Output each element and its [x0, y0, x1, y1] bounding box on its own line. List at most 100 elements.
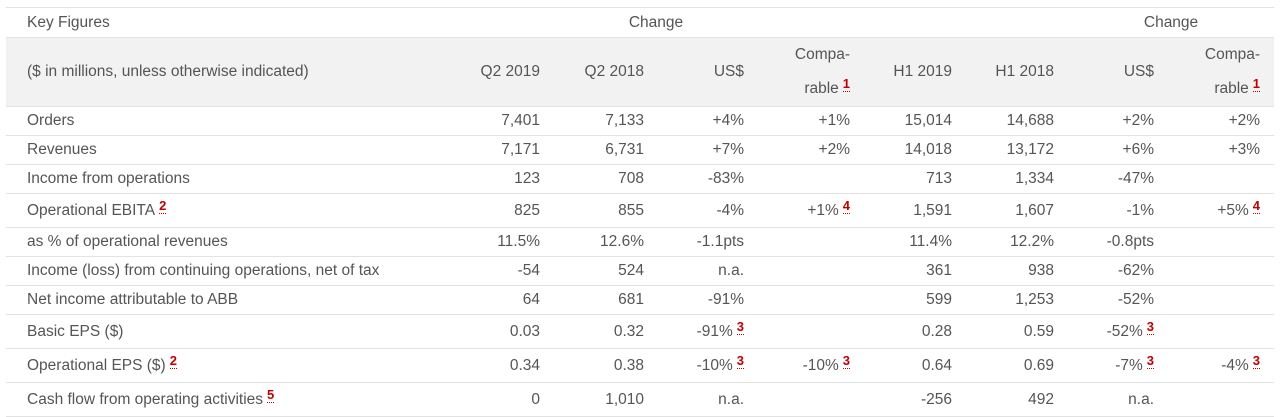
cell-h1-usd-change: +6% [1068, 135, 1169, 165]
footnote-link[interactable]: 2 [169, 352, 177, 369]
col-header-q2-2018: Q2 2018 [554, 37, 658, 107]
cell-value: n.a. [718, 262, 745, 279]
cell-value: +3% [1228, 141, 1261, 158]
cell-q2-usd-change: -1.1pts [658, 227, 759, 257]
cell-value: 681 [618, 291, 644, 308]
cell-q2-comparable: +1% [758, 106, 865, 136]
row-label: Operational EPS ($) 2 [6, 348, 452, 383]
cell-value: -1% [1126, 201, 1155, 219]
cell-q2-2018: 681 [554, 285, 658, 315]
cell-h1-2018: 938 [966, 256, 1069, 286]
cell-value: 123 [514, 170, 540, 187]
table-title-row: Key Figures Change Change [6, 7, 1275, 38]
cell-h1-usd-change: n.a. [1068, 382, 1169, 417]
table-subtitle: ($ in millions, unless otherwise indicat… [6, 37, 452, 107]
cell-value: 7,171 [501, 141, 540, 158]
cell-value: 361 [926, 262, 953, 279]
cell-value: 1,607 [1015, 201, 1055, 219]
table-row: Operational EPS ($) 2 0.34 0.38 -10% 3 -10% 3 0.… [6, 348, 1275, 383]
cell-q2-usd-change: n.a. [658, 382, 759, 417]
cell-h1-usd-change: -52% [1068, 285, 1169, 315]
cell-q2-2019: 0.03 [452, 314, 554, 349]
cell-h1-2018: 14,688 [966, 106, 1069, 136]
footnote-link[interactable]: 3 [736, 352, 745, 369]
cell-value: 708 [618, 170, 644, 187]
row-label-text: Net income attributable to ABB [27, 291, 239, 308]
footnote-link[interactable]: 3 [1252, 352, 1261, 369]
cell-value: -10% [802, 356, 839, 374]
col-header-h1-usd: US$ [1068, 37, 1169, 107]
cell-h1-2018: 1,253 [966, 285, 1069, 315]
cell-value: -256 [920, 390, 953, 408]
cell-h1-2019: 1,591 [864, 193, 967, 228]
cell-h1-2019: 0.64 [864, 348, 967, 383]
row-label-text: Orders [27, 112, 75, 129]
footnote-link[interactable]: 3 [1146, 352, 1155, 369]
cell-q2-2019: 11.5% [452, 227, 554, 257]
col-header-q2-2019: Q2 2019 [452, 37, 554, 107]
cell-value: +6% [1122, 141, 1155, 158]
cell-value: +7% [712, 141, 745, 158]
row-label-text: Operational EPS ($) [27, 356, 166, 374]
footnote-link[interactable]: 3 [736, 318, 745, 335]
cell-q2-2019: 0.34 [452, 348, 554, 383]
row-label-text: Income from operations [27, 170, 190, 187]
cell-q2-comparable [758, 314, 865, 349]
table-row: Cash flow from operating activities 5 0 1,0… [6, 382, 1275, 417]
cell-q2-2019: 7,171 [452, 135, 554, 165]
cell-value: -52% [1117, 291, 1155, 308]
cell-h1-comparable [1168, 382, 1275, 417]
table-row: Net income attributable to ABB 64 681 -91% 5… [6, 285, 1275, 315]
cell-q2-usd-change: n.a. [658, 256, 759, 286]
footnote-link[interactable]: 3 [842, 352, 851, 369]
footnote-link[interactable]: 3 [1146, 318, 1155, 335]
row-label-text: Cash flow from operating activities [27, 390, 264, 408]
cell-h1-2019: 0.28 [864, 314, 967, 349]
cell-value: 6,731 [605, 141, 644, 158]
cell-value: -4% [716, 201, 745, 219]
cell-q2-usd-change: -91% [658, 285, 759, 315]
cell-q2-2018: 1,010 [554, 382, 658, 417]
footnote-link[interactable]: 4 [842, 197, 851, 214]
footnote-link[interactable]: 5 [267, 386, 275, 403]
cell-value: 492 [1028, 390, 1055, 408]
table-row: Basic EPS ($) 0.03 0.32 -91% 3 0.28 0.59 -52% 3 [6, 314, 1275, 349]
cell-value: 938 [1028, 262, 1055, 279]
cell-value: +2% [818, 141, 851, 158]
footnote-link[interactable]: 2 [159, 197, 167, 214]
footnote-link[interactable]: 1 [1252, 76, 1261, 92]
cell-q2-usd-change: -4% [658, 193, 759, 228]
cell-h1-2019: 599 [864, 285, 967, 315]
cell-value: 14,018 [904, 141, 953, 158]
cell-value: 825 [514, 201, 540, 219]
footnote-link[interactable]: 1 [842, 76, 851, 92]
cell-h1-comparable [1168, 256, 1275, 286]
cell-h1-usd-change: +2% [1068, 106, 1169, 136]
row-label: Income (loss) from continuing operations… [6, 256, 452, 286]
cell-value: 7,401 [501, 112, 540, 129]
cell-q2-comparable: -10% 3 [758, 348, 865, 383]
footnote-link[interactable]: 4 [1252, 197, 1261, 214]
cell-h1-2018: 13,172 [966, 135, 1069, 165]
cell-value: 13,172 [1006, 141, 1055, 158]
cell-value: 12.2% [1010, 233, 1055, 250]
cell-value: 11.4% [909, 233, 953, 250]
cell-h1-2018: 0.59 [966, 314, 1069, 349]
cell-value: +1% [807, 201, 839, 219]
cell-q2-2018: 7,133 [554, 106, 658, 136]
key-figures-table: Key Figures Change Change ($ in millions… [6, 7, 1275, 417]
cell-value: n.a. [1128, 390, 1155, 408]
h1-change-group-label: Change [1068, 7, 1275, 38]
cell-q2-usd-change: -91% 3 [658, 314, 759, 349]
cell-value: 1,010 [605, 390, 644, 408]
cell-value: -83% [707, 170, 745, 187]
table-row: Revenues 7,171 6,731 +7% +2% 14,018 13,172 +6% +… [6, 135, 1275, 165]
cell-q2-comparable [758, 382, 865, 417]
row-label-text: Income (loss) from continuing operations… [27, 262, 380, 279]
row-label-text: Basic EPS ($) [27, 322, 124, 340]
row-label-text: Revenues [27, 141, 97, 158]
cell-q2-usd-change: -83% [658, 164, 759, 194]
cell-h1-comparable [1168, 164, 1275, 194]
cell-q2-2019: 825 [452, 193, 554, 228]
row-label: Cash flow from operating activities 5 [6, 382, 452, 417]
